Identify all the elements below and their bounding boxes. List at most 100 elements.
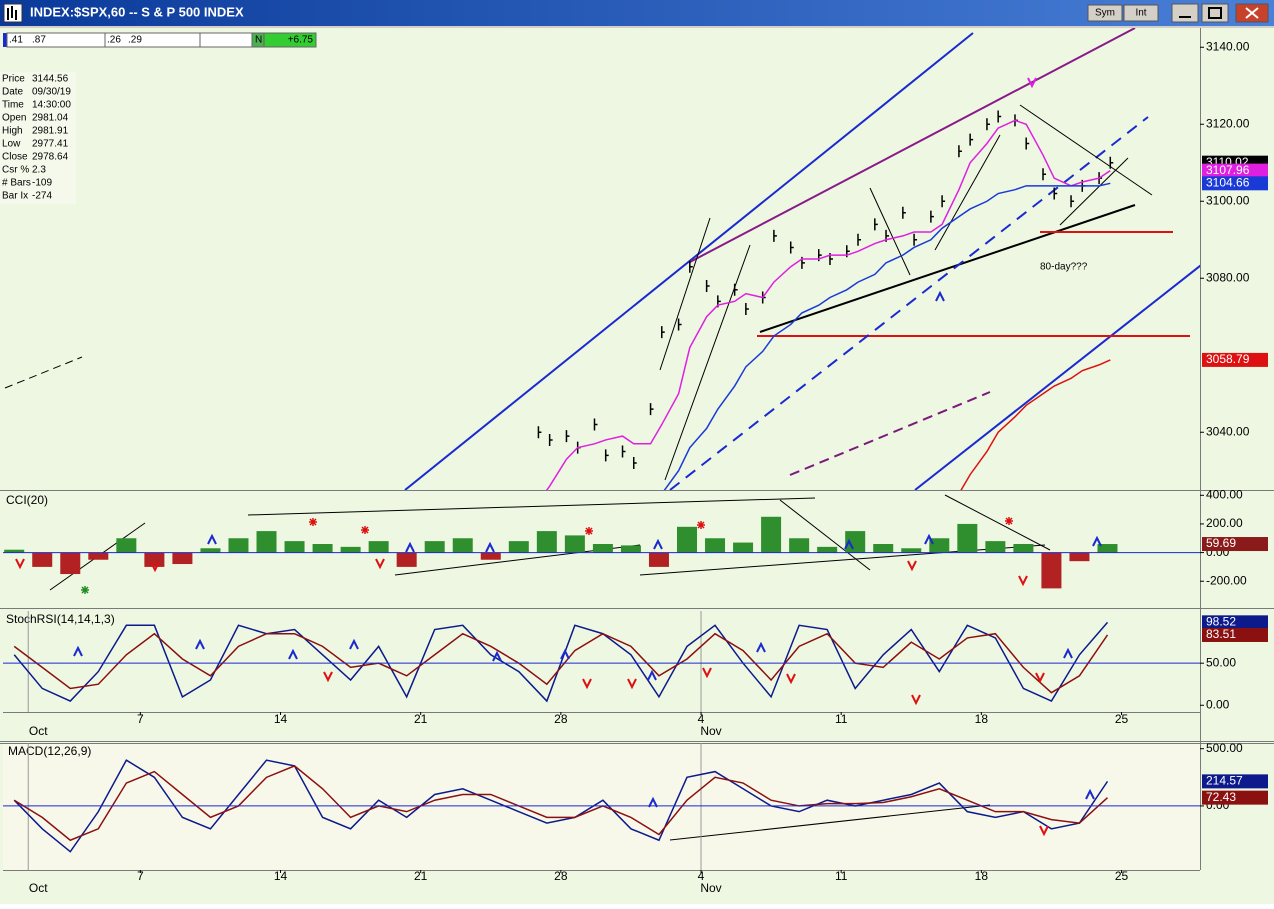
signal-marker <box>1092 535 1102 547</box>
last-value-box <box>1202 163 1268 178</box>
close-icon <box>1245 7 1259 19</box>
signal-marker <box>375 558 385 570</box>
signal-marker <box>15 558 25 570</box>
star-marker <box>309 518 317 526</box>
price-bar <box>621 445 626 458</box>
histogram-bar <box>116 538 137 553</box>
histogram-bar <box>312 543 333 553</box>
sym-button-label[interactable]: Sym <box>1095 8 1115 19</box>
signal-marker <box>195 638 205 650</box>
info-value: 2981.91 <box>32 126 69 137</box>
trendline <box>934 134 1001 251</box>
int-button-label[interactable]: Int <box>1135 8 1146 19</box>
histogram-bar <box>873 543 894 553</box>
plot-area <box>4 516 1118 589</box>
info-rows: Price 3144.56 Date 09/30/19 Time 14:30:00 Open… <box>2 74 71 202</box>
last-value-box <box>1202 774 1268 789</box>
panel-title: MACD(12,26,9) <box>8 744 91 758</box>
signal-marker <box>1039 825 1049 837</box>
macd-trendline <box>669 804 991 841</box>
histogram-bar <box>733 542 754 553</box>
x-tick-label: 21 <box>414 712 428 726</box>
price-bar <box>593 418 598 431</box>
x-tick-label: 25 <box>1115 712 1129 726</box>
price-bar <box>1042 168 1047 181</box>
signal-marker <box>1063 647 1073 659</box>
histogram-bar <box>228 538 249 553</box>
month-label: Nov <box>700 881 721 895</box>
signal-marker <box>150 561 160 573</box>
last-value-box <box>1202 627 1268 642</box>
price-bar <box>705 279 710 292</box>
trendline <box>664 244 751 481</box>
price-bar <box>604 449 609 462</box>
histogram-bar <box>172 552 193 565</box>
price-bar <box>661 326 665 339</box>
last-value-box <box>1202 615 1268 630</box>
histogram-bar <box>761 516 782 553</box>
info-value: 3144.56 <box>32 74 69 85</box>
info-label: Open <box>2 113 26 124</box>
histogram-bar <box>1041 552 1062 589</box>
info-label: Close <box>2 152 28 163</box>
month-label: Oct <box>29 881 48 895</box>
x-tick-label: 28 <box>554 869 568 883</box>
y-tick-label: 50.00 <box>1206 655 1236 669</box>
toolbar-change: +6.75 <box>288 35 314 46</box>
y-tick-label: 3120.00 <box>1206 116 1250 130</box>
x-tick-label: 11 <box>835 869 848 883</box>
series-line <box>960 359 1111 490</box>
histogram-bar <box>340 546 361 553</box>
signal-marker <box>492 650 502 662</box>
last-value-label: 98.52 <box>1206 615 1236 629</box>
signal-marker <box>323 671 333 683</box>
toolbar-value: .26 <box>107 35 121 46</box>
signal-marker <box>485 541 495 553</box>
info-value: 2.3 <box>32 165 46 176</box>
histogram-bar <box>452 538 473 553</box>
trendline <box>669 116 1149 490</box>
minimize-button[interactable] <box>1171 3 1199 23</box>
price-bar <box>689 260 693 273</box>
info-value: 14:30:00 <box>32 100 71 111</box>
trendlines <box>4 28 1200 490</box>
histogram-bar <box>508 541 529 553</box>
int-button[interactable] <box>1123 4 1159 22</box>
maximize-button[interactable] <box>1201 3 1229 23</box>
annotation: 80-day??? <box>1040 262 1088 273</box>
series-line <box>545 119 1111 490</box>
signal-marker <box>907 560 917 572</box>
price-bar <box>969 133 974 146</box>
price-bar <box>1070 195 1075 208</box>
histogram-bar <box>256 531 277 553</box>
y-tick-label: 200.00 <box>1206 516 1243 530</box>
star-marker <box>585 527 593 535</box>
histogram-bar <box>396 552 417 567</box>
sym-button[interactable] <box>1087 4 1123 22</box>
signal-marker <box>560 648 570 660</box>
info-box <box>0 72 76 204</box>
x-tick-label: 14 <box>274 712 288 726</box>
x-tick-label: 25 <box>1115 869 1129 883</box>
toolbar-value: .41 <box>9 35 23 46</box>
info-label: High <box>2 126 23 137</box>
toolbar-field <box>199 32 253 48</box>
histogram-bar <box>88 552 109 560</box>
info-value: -109 <box>32 178 52 189</box>
signal-marker <box>207 533 217 545</box>
x-tick-label: 18 <box>975 869 989 883</box>
histogram-bar <box>957 523 978 553</box>
toolbar-marker <box>3 33 7 47</box>
price-bar <box>958 145 962 158</box>
histogram-bar <box>200 548 221 553</box>
toolbar-flag-label: N <box>255 35 262 46</box>
last-value-label: 59.69 <box>1206 536 1236 550</box>
signal-marker <box>288 648 298 660</box>
trendline <box>639 544 1046 576</box>
toolbar-value: .87 <box>32 35 46 46</box>
y-tick-label: 0.00 <box>1206 697 1230 711</box>
info-label: Low <box>2 139 21 150</box>
last-value-box <box>1202 352 1268 367</box>
last-value-label: 214.57 <box>1206 774 1243 788</box>
